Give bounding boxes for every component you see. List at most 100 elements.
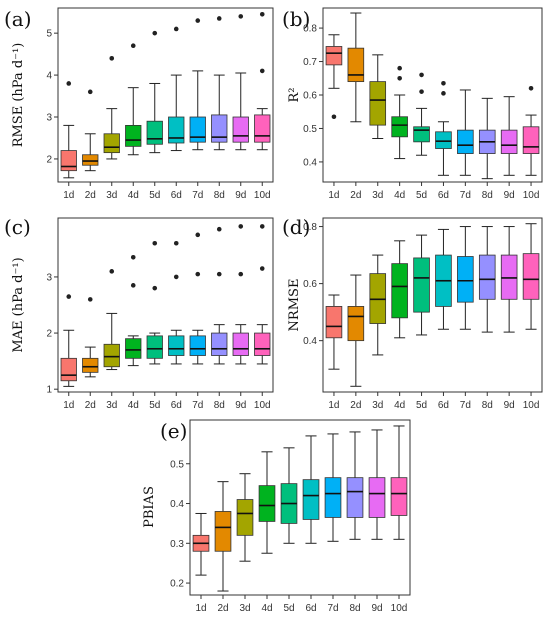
box-body — [369, 81, 387, 126]
y-tick-label: 2 — [46, 154, 52, 165]
x-tick-label: 10d — [523, 190, 540, 201]
x-tick-label: 10d — [523, 400, 540, 411]
x-tick-label: 1d — [63, 400, 74, 411]
x-tick-label: 3d — [106, 190, 117, 201]
panel-label: (b) — [282, 7, 310, 31]
box-5d — [146, 30, 163, 154]
outlier-point — [397, 75, 402, 81]
box-body — [435, 131, 452, 149]
y-tick-label: 3 — [46, 113, 52, 124]
y-tick-label: 0.8 — [303, 222, 317, 233]
box-body — [391, 263, 408, 319]
box-9d — [232, 224, 249, 365]
box-5d — [280, 447, 298, 544]
outlier-point — [216, 16, 222, 21]
box-body — [125, 338, 142, 359]
x-tick-label: 2d — [217, 603, 228, 614]
x-tick-label: 9d — [504, 190, 515, 201]
outlier-point — [238, 14, 244, 19]
x-tick-label: 6d — [438, 190, 449, 201]
outlier-point — [195, 271, 201, 277]
box-body — [254, 114, 271, 143]
outlier-point — [87, 297, 93, 302]
box-body — [103, 343, 120, 368]
x-tick-label: 7d — [460, 190, 471, 201]
box-6d — [435, 228, 452, 330]
box-body — [189, 116, 206, 143]
box-body — [214, 511, 232, 552]
y-axis-label: MAE (hPa d⁻¹) — [11, 257, 26, 352]
box-4d — [125, 43, 142, 156]
outlier-point — [419, 72, 424, 78]
panel-label: (c) — [4, 215, 31, 239]
outlier-point — [441, 80, 446, 86]
x-tick-label: 4d — [128, 190, 139, 201]
box-body — [146, 120, 163, 145]
box-body — [478, 254, 496, 300]
box-2d — [82, 89, 99, 172]
panel-1: 2 3 4 5 1d 2d 3d 4d 5d 6d 7d 8d 9d 10d (a) RMSE (hPa d⁻… — [4, 7, 274, 201]
box-8d — [346, 431, 364, 540]
panel-label: (d) — [282, 215, 310, 239]
x-tick-label: 1d — [195, 603, 206, 614]
box-body — [146, 335, 163, 359]
y-tick-label: 3 — [46, 272, 52, 283]
box-4d — [125, 254, 142, 367]
x-tick-label: 9d — [504, 400, 515, 411]
box-body — [390, 477, 408, 516]
box-body — [347, 47, 365, 83]
box-body — [236, 499, 254, 536]
y-tick-label: 1 — [46, 385, 52, 396]
box-1d — [60, 81, 77, 179]
outlier-point — [66, 81, 72, 86]
outlier-point — [397, 65, 402, 71]
box-body — [324, 477, 342, 518]
x-tick-label: 3d — [106, 400, 117, 411]
box-5d — [413, 234, 430, 336]
outlier-point — [259, 224, 265, 229]
x-tick-label: 7d — [192, 190, 203, 201]
y-axis-label: RMSE (hPa d⁻¹) — [11, 43, 26, 148]
y-axis-label: NRMSE — [287, 279, 302, 332]
outlier-point — [109, 269, 115, 274]
box-body — [258, 485, 276, 522]
box-4d — [258, 451, 276, 554]
box-9d — [368, 429, 386, 540]
box-5d — [146, 240, 163, 365]
box-body — [232, 116, 249, 143]
y-tick-label: 0.7 — [303, 57, 317, 68]
x-tick-label: 9d — [371, 603, 382, 614]
panel-label: (a) — [4, 7, 32, 31]
x-tick-label: 6d — [171, 190, 182, 201]
box-body — [60, 357, 77, 382]
box-9d — [500, 96, 518, 176]
x-tick-label: 9d — [235, 190, 246, 201]
box-1d — [192, 512, 210, 576]
box-6d — [435, 80, 452, 176]
box-body — [211, 114, 228, 143]
outlier-point — [259, 11, 265, 17]
box-body — [347, 306, 365, 342]
box-body — [302, 479, 320, 520]
outlier-point — [195, 18, 201, 23]
box-2d — [347, 12, 365, 123]
outlier-point — [238, 224, 244, 229]
y-tick-label: 0.5 — [170, 459, 184, 470]
y-tick-label: 0.8 — [303, 24, 317, 35]
x-tick-label: 7d — [192, 400, 203, 411]
panel-5: 0.2 0.3 0.4 0.5 1d 2d 3d 4d 5d 6d 7d 8d 9d 10d (e) PBIA… — [142, 419, 411, 614]
box-1d — [325, 294, 343, 370]
box-2d — [347, 274, 365, 387]
x-tick-label: 6d — [171, 400, 182, 411]
x-tick-label: 5d — [283, 603, 294, 614]
y-tick-label: 0.6 — [303, 279, 317, 290]
x-tick-label: 2d — [350, 400, 361, 411]
outlier-point — [238, 271, 244, 277]
box-3d — [369, 254, 387, 356]
x-tick-label: 8d — [214, 190, 225, 201]
y-tick-label: 5 — [46, 29, 52, 40]
x-tick-label: 8d — [349, 603, 360, 614]
outlier-point — [152, 30, 158, 36]
outlier-point — [528, 86, 534, 91]
